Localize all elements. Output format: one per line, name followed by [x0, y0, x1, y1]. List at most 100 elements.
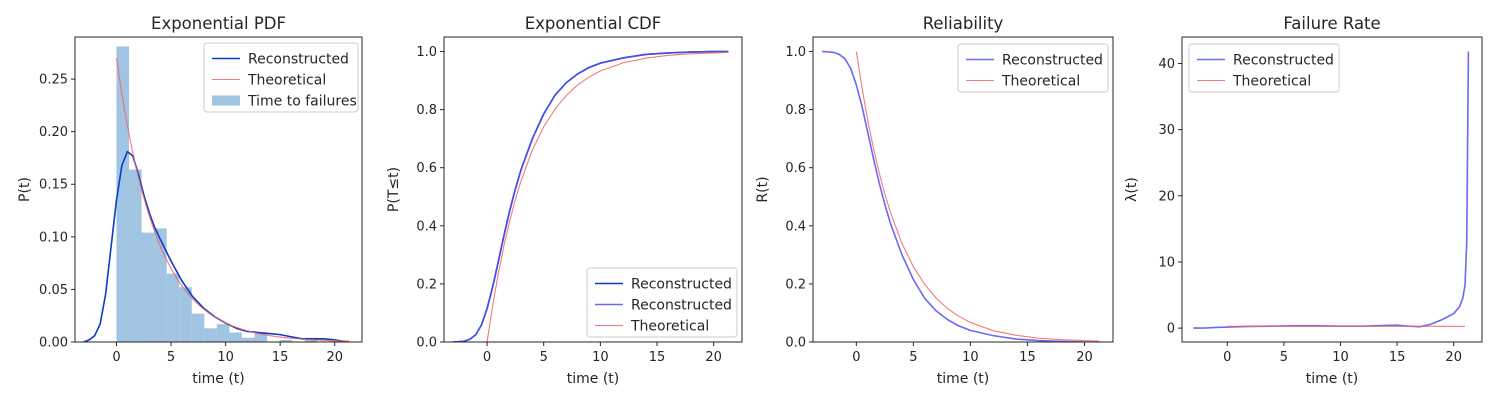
x-tick-label: 5: [167, 350, 175, 365]
histogram-bar: [179, 287, 192, 342]
legend: Reconstructed Theoretical: [1188, 43, 1340, 93]
y-axis-label: P(T≤t): [386, 167, 402, 212]
y-axis-label: λ(t): [1124, 177, 1140, 202]
series-line-theoretical: [486, 51, 729, 342]
legend-label: Theoretical: [630, 319, 709, 335]
x-tick-label: 5: [1280, 350, 1288, 365]
plot-area: [1193, 51, 1470, 329]
x-tick-label: 15: [649, 350, 666, 365]
legend-swatch: [212, 95, 240, 106]
x-axis-label: time (t): [567, 371, 620, 387]
legend-label: Reconstructed: [631, 277, 732, 293]
y-tick-label: 0.8: [785, 103, 806, 118]
y-tick-label: 0.4: [785, 219, 806, 234]
y-tick-label: 0.2: [416, 277, 437, 292]
histogram-bar: [329, 340, 343, 342]
y-tick-label: 20: [1158, 189, 1175, 204]
y-tick-label: 0: [1167, 322, 1175, 337]
histogram-bar: [216, 324, 230, 342]
x-tick-label: 15: [272, 350, 289, 365]
y-tick-label: 0.00: [39, 336, 68, 351]
histogram-bar: [254, 332, 268, 342]
x-tick-label: 0: [483, 350, 491, 365]
y-tick-label: 0.4: [416, 219, 437, 234]
x-tick-label: 15: [1019, 350, 1036, 365]
histogram-bar: [129, 169, 142, 342]
chart-title: Exponential PDF: [151, 14, 286, 33]
histogram-bar: [241, 337, 255, 342]
axes-frame: [74, 36, 363, 343]
x-tick-label: 5: [909, 350, 917, 365]
series-line-reconstructed: [453, 50, 729, 342]
plot-area: [453, 50, 729, 342]
y-tick-label: 0.6: [785, 161, 806, 176]
y-axis-label: P(t): [17, 177, 33, 202]
y-axis-label: R(t): [755, 176, 771, 202]
legend: Reconstructed Theoretical Time to failures: [203, 42, 359, 113]
y-tick-label: 0.8: [416, 103, 437, 118]
y-tick-label: 1.0: [785, 45, 806, 60]
x-tick-label: 0: [1223, 350, 1231, 365]
y-tick-label: 0.10: [39, 230, 68, 245]
legend-box: [1188, 43, 1340, 93]
y-tick-label: 0.0: [416, 336, 437, 351]
histogram-bar: [166, 273, 180, 342]
histogram-bar: [229, 332, 242, 342]
legend-label: Reconstructed: [1002, 53, 1103, 69]
legend-label: Theoretical: [1001, 74, 1080, 90]
histogram-bar: [191, 313, 205, 342]
y-tick-label: 40: [1158, 57, 1175, 72]
histogram-bar: [141, 232, 155, 342]
legend-label: Reconstructed: [248, 52, 349, 68]
series-line-reconstructed: [1193, 51, 1470, 329]
axes-frame: [443, 36, 743, 343]
histogram-bar: [154, 228, 167, 342]
series-line-reconstructed: [822, 50, 1100, 342]
y-tick-label: 0.2: [785, 277, 806, 292]
y-tick-label: 0.25: [39, 73, 68, 88]
legend-label: Theoretical: [247, 73, 326, 89]
histogram-bar: [279, 339, 293, 342]
x-tick-label: 20: [326, 350, 343, 365]
y-tick-label: 0.6: [416, 161, 437, 176]
legend-label: Reconstructed: [1233, 53, 1334, 69]
pdf-panel: 0 5 10 15 20 0.00 0.05 0.10 0.15 0.20 0.25 Exponent…: [17, 14, 363, 387]
x-axis-label: time (t): [937, 371, 990, 387]
x-tick-label: 0: [852, 350, 860, 365]
legend-label: Reconstructed: [631, 298, 732, 314]
plot-area: [822, 50, 1100, 342]
cdf-panel: 0 5 10 15 20 0.0 0.2 0.4 0.6 0.8 1.0 Exponential CD…: [386, 14, 743, 387]
chart-title: Reliability: [923, 14, 1004, 33]
y-tick-label: 1.0: [416, 45, 437, 60]
legend-box: [203, 42, 359, 113]
series-line-theoretical: [855, 51, 1100, 342]
y-tick-label: 0.20: [39, 125, 68, 140]
histogram-bar: [116, 46, 130, 342]
y-tick-label: 10: [1158, 255, 1175, 270]
axes-frame: [812, 36, 1114, 343]
x-tick-label: 20: [1445, 350, 1462, 365]
reliability-panel: 0 5 10 15 20 0.0 0.2 0.4 0.6 0.8 1.0 Reliability tim…: [755, 14, 1114, 387]
legend-box: [957, 43, 1109, 93]
x-tick-label: 20: [705, 350, 722, 365]
x-axis-label: time (t): [1306, 371, 1359, 387]
chart-title: Failure Rate: [1283, 14, 1380, 33]
series-line-theoretical: [115, 57, 349, 342]
y-tick-label: 0.0: [785, 336, 806, 351]
y-tick-label: 0.05: [39, 283, 68, 298]
legend-label: Time to failures: [247, 94, 357, 110]
x-tick-label: 0: [112, 350, 120, 365]
axes-frame: [1181, 36, 1483, 343]
x-axis-label: time (t): [192, 371, 245, 387]
x-tick-label: 5: [540, 350, 548, 365]
failure-rate-panel: 0 5 10 15 20 0 10 20 30 40 Failure Rate time (t) λ(t…: [1124, 14, 1483, 387]
x-tick-label: 10: [592, 350, 609, 365]
series-line-reconstructed: [83, 150, 350, 342]
chart-title: Exponential CDF: [525, 14, 662, 33]
legend-box: [586, 267, 738, 338]
plot-area: [83, 46, 350, 342]
x-tick-label: 10: [962, 350, 979, 365]
legend: Reconstructed Theoretical: [957, 43, 1109, 93]
x-tick-label: 20: [1076, 350, 1093, 365]
